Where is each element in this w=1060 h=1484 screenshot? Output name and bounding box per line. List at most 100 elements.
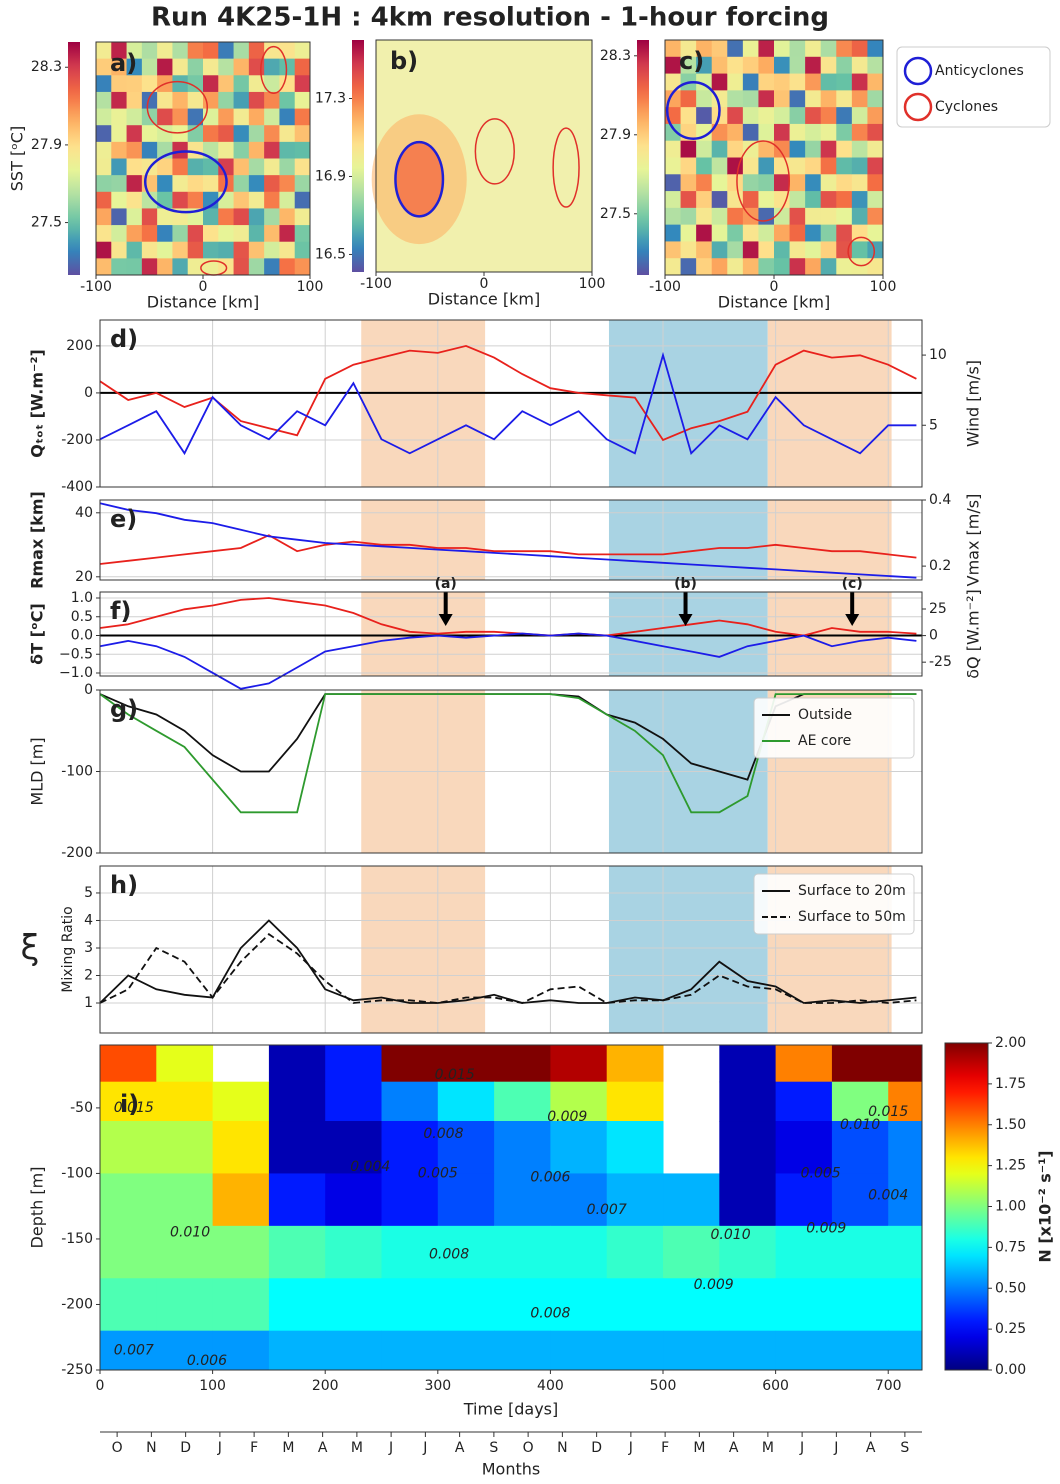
map-cell	[742, 123, 759, 142]
map-cell	[264, 91, 280, 110]
contour-label: 0.005	[801, 1165, 841, 1181]
y-tick-label: -200	[61, 432, 93, 448]
heat-cell	[831, 1121, 889, 1174]
map-cell	[203, 58, 219, 76]
map-cell	[264, 175, 280, 193]
map-cell	[711, 241, 728, 259]
heat-cell	[719, 1225, 777, 1279]
heat-cell	[381, 1121, 439, 1174]
map-cell	[294, 91, 311, 110]
map-cell	[851, 107, 868, 125]
map-cell	[711, 258, 728, 276]
map-cell	[758, 224, 775, 242]
map-cell	[294, 42, 311, 60]
heat-cell	[325, 1173, 383, 1227]
map-cell	[727, 107, 744, 125]
map-cell	[711, 224, 728, 242]
colorbar-tick-label: 27.9	[31, 137, 62, 153]
map-cell	[867, 157, 884, 175]
heat-cell	[156, 1278, 214, 1332]
map-cell	[203, 191, 219, 209]
map-cell	[111, 125, 128, 143]
map-cell	[696, 40, 713, 58]
map-cell	[711, 140, 728, 158]
month-label: M	[693, 1440, 705, 1456]
map-cell	[727, 73, 744, 91]
map-cell	[680, 224, 697, 242]
legend-swatch	[903, 56, 933, 86]
x-axis-label: Distance [km]	[147, 293, 259, 312]
period-shade	[361, 500, 486, 580]
map-cell	[126, 208, 143, 226]
heat-cell	[775, 1225, 833, 1279]
contour-label: 0.008	[423, 1126, 463, 1142]
map-cell	[680, 107, 697, 125]
month-label: A	[729, 1440, 739, 1456]
y-tick-label: 0	[84, 682, 93, 698]
map-cell	[96, 191, 112, 209]
map-cell	[727, 56, 744, 75]
month-label: F	[250, 1440, 258, 1456]
map-cell	[742, 174, 759, 192]
map-cell	[187, 58, 204, 76]
heat-cell	[494, 1225, 551, 1279]
heat-cell	[888, 1045, 923, 1083]
period-shade	[361, 592, 486, 676]
map-cell	[758, 157, 775, 175]
heat-cell	[212, 1330, 270, 1371]
month-label: S	[900, 1440, 909, 1456]
heat-cell	[325, 1045, 383, 1083]
colorbar	[352, 40, 364, 272]
map-cell	[187, 158, 204, 176]
map-cell	[187, 75, 204, 93]
colorbar-tick-label: 1.50	[995, 1117, 1026, 1133]
map-cell	[248, 241, 265, 259]
series-line	[99, 502, 917, 579]
y-axis-symbol: ξ	[21, 928, 40, 968]
map-cell	[851, 207, 868, 226]
map-cell	[820, 207, 837, 226]
map-cell	[96, 258, 112, 276]
map-cell	[203, 125, 219, 143]
map-cell	[867, 191, 884, 209]
map-cell	[248, 225, 265, 243]
map-cell	[157, 208, 173, 226]
map-cell	[742, 56, 759, 75]
x-tick-label: 600	[762, 1378, 789, 1394]
contour-label: 0.010	[170, 1224, 210, 1240]
heat-cell	[268, 1121, 326, 1174]
heat-cell	[831, 1045, 889, 1083]
map-cell	[126, 42, 143, 60]
map-cell	[867, 40, 884, 58]
map-cell	[264, 75, 280, 93]
heat-cell	[719, 1278, 777, 1332]
map-cell	[696, 140, 713, 158]
contour-label: 0.007	[114, 1342, 154, 1358]
month-label: N	[146, 1440, 156, 1456]
map-cell	[696, 258, 713, 276]
heat-cell	[212, 1121, 270, 1174]
y2-tick-label: -25	[929, 654, 952, 670]
map-cell	[294, 191, 311, 209]
eddy-contour	[260, 45, 288, 95]
heat-cell	[494, 1045, 551, 1083]
annotation-arrow	[678, 592, 693, 626]
y-tick-label: -50	[70, 1100, 93, 1116]
map-cell	[279, 225, 296, 243]
heat-cell	[494, 1121, 551, 1174]
map-cell	[218, 158, 235, 176]
map-cell	[665, 40, 682, 58]
map-cell	[111, 241, 128, 259]
x-tick-label: 100	[199, 1378, 226, 1394]
map-cell	[111, 58, 128, 76]
heat-cell	[831, 1278, 889, 1332]
heat-cell	[381, 1045, 439, 1083]
map-cell	[758, 258, 775, 276]
colorbar-tick-label: 17.3	[315, 90, 346, 106]
heat-cell	[888, 1278, 923, 1332]
map-cell	[789, 157, 806, 175]
map-cell	[248, 258, 265, 276]
contour-label: 0.010	[840, 1117, 880, 1133]
map-cell	[157, 258, 173, 276]
colorbar-tick-label: 16.5	[315, 246, 346, 262]
